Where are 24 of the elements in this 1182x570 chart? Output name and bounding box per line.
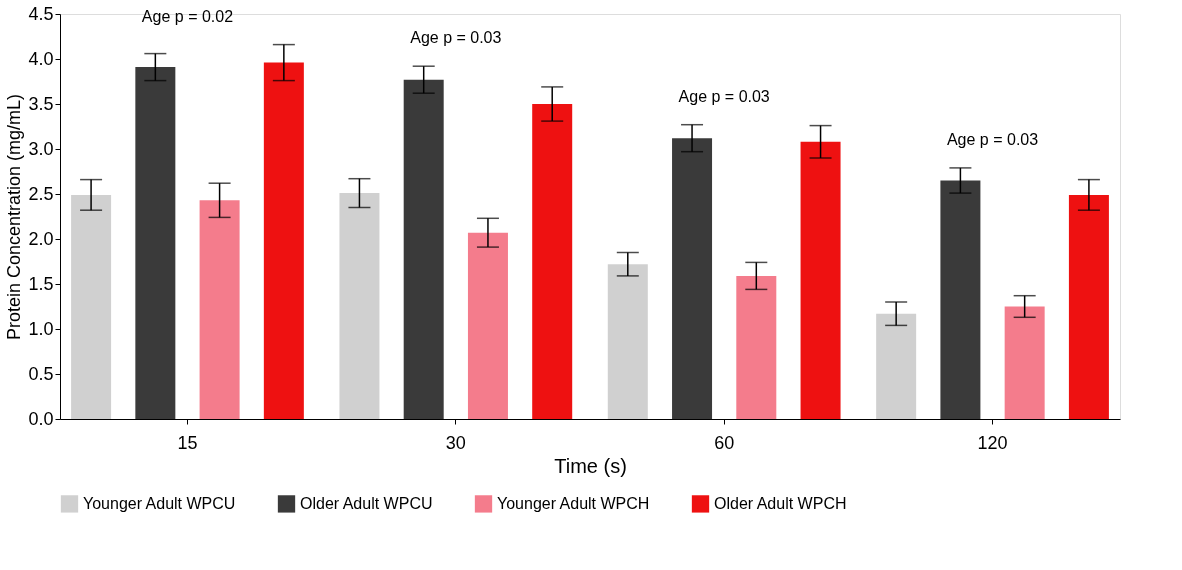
legend-label: Younger Adult WPCH xyxy=(497,494,650,512)
y-tick-label: 1.5 xyxy=(28,273,54,294)
y-axis-title: Protein Concentration (mg/mL) xyxy=(4,93,25,341)
annotation: Age p = 0.03 xyxy=(410,29,502,47)
annotation: Age p = 0.03 xyxy=(946,131,1039,149)
y-tick-label: 4.0 xyxy=(28,48,54,69)
x-tick-label: 120 xyxy=(977,432,1008,453)
y-tick-label: 1.0 xyxy=(28,318,54,339)
y-tick-label: 3.5 xyxy=(28,93,54,114)
annotation: Age p = 0.02 xyxy=(141,7,234,25)
y-tick-label: 4.5 xyxy=(28,3,54,24)
y-tick-label: 0.5 xyxy=(28,363,54,384)
x-axis-title: Time (s) xyxy=(554,454,627,477)
x-tick-label: 30 xyxy=(445,432,466,453)
y-tick-label: 2.0 xyxy=(28,228,54,249)
legend-label: Older Adult WPCU xyxy=(300,494,433,512)
annotation: Age p = 0.03 xyxy=(678,87,770,105)
x-tick-label: 15 xyxy=(177,432,198,453)
y-tick-label: 0.0 xyxy=(28,408,54,429)
y-tick-label: 2.5 xyxy=(28,183,54,204)
x-tick-label: 60 xyxy=(714,432,735,453)
y-tick-label: 3.0 xyxy=(28,138,54,159)
legend-label: Older Adult WPCH xyxy=(714,494,847,512)
legend-label: Younger Adult WPCU xyxy=(83,494,236,512)
